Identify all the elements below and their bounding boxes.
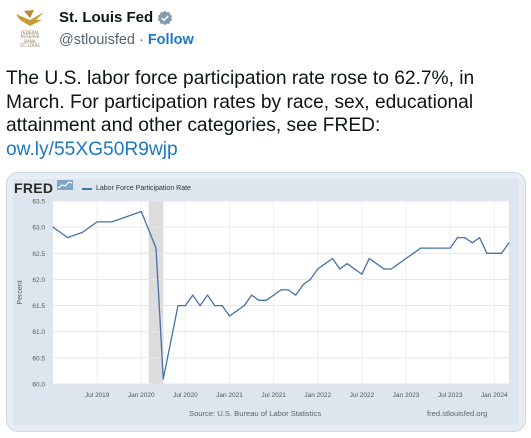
x-tick-label: Jan 2020 (128, 392, 155, 399)
data-point (427, 247, 429, 249)
data-point (199, 304, 201, 307)
x-tick-label: Jul 2019 (85, 392, 110, 399)
data-point (383, 268, 385, 270)
name-row: St. Louis Fed (59, 9, 173, 26)
data-point (155, 247, 157, 249)
data-point (192, 294, 194, 296)
x-tick-label: Jan 2023 (393, 392, 420, 399)
data-point (214, 304, 216, 307)
account-handle[interactable]: @stlouisfed (59, 32, 135, 48)
chart-site: fred.stlouisfed.org (427, 409, 488, 418)
y-tick-label: 60.0 (32, 382, 45, 389)
y-tick-label: 62.5 (32, 251, 45, 258)
data-point (280, 289, 282, 291)
data-point (471, 242, 473, 244)
data-point (273, 294, 275, 296)
data-point (177, 304, 179, 307)
data-point (508, 242, 510, 244)
data-point (295, 294, 297, 296)
x-tick-label: Jan 2021 (216, 392, 243, 399)
y-tick-label: 60.5 (32, 355, 45, 362)
plot-area (53, 201, 509, 384)
tweet-text: The U.S. labor force participation rate … (6, 68, 475, 136)
data-point (434, 247, 437, 249)
data-point (52, 226, 54, 228)
data-point (420, 247, 422, 249)
avatar-text: FEDERAL RESERVE BANK ST. LOUIS (20, 30, 40, 49)
chart-plot: 60.0 60.5 61.0 61.5 62.0 62.5 63.0 63.5 Jul 2019… (17, 199, 510, 399)
data-point (442, 247, 444, 249)
data-point (361, 273, 363, 275)
x-tick-label: Jul 2020 (173, 392, 198, 399)
data-point (405, 257, 407, 260)
eagle-logo-icon (16, 10, 44, 26)
data-point (368, 257, 370, 260)
data-point (449, 247, 451, 249)
x-tick-label: Jul 2023 (438, 392, 463, 399)
data-point (67, 237, 69, 239)
y-tick-label: 63.5 (32, 199, 45, 206)
data-point (140, 210, 142, 213)
chart-legend: Labor Force Participation Rate (82, 185, 191, 192)
y-tick-label: 62.0 (32, 277, 45, 284)
data-point (258, 299, 260, 301)
data-point (243, 304, 245, 307)
data-point (331, 257, 334, 260)
data-point (317, 268, 319, 270)
x-tick-label: Jul 2022 (350, 392, 375, 399)
x-tick-label: Jul 2021 (261, 392, 286, 399)
data-point (501, 252, 503, 254)
tweet-link[interactable]: ow.ly/55XG50R9wjp (6, 138, 178, 160)
data-point (464, 237, 466, 239)
data-point (346, 263, 348, 265)
fred-chart-card[interactable]: FRED Labor Force Participation Rate 60.0… (6, 172, 526, 432)
chart-source: Source: U.S. Bureau of Labor Statistics (189, 409, 322, 418)
x-tick-label: Jan 2024 (481, 392, 508, 399)
legend-swatch (82, 187, 92, 190)
data-point (206, 294, 209, 296)
legend-label: Labor Force Participation Rate (96, 185, 191, 192)
separator-dot: · (138, 32, 144, 48)
avatar[interactable]: FEDERAL RESERVE BANK ST. LOUIS (10, 8, 50, 54)
data-point (456, 237, 459, 239)
y-tick-label: 61.5 (32, 303, 45, 310)
data-point (162, 378, 164, 380)
data-point (493, 252, 495, 254)
tweet-body: The U.S. labor force participation rate … (6, 67, 521, 161)
data-point (486, 252, 488, 254)
data-point (478, 237, 481, 239)
data-point (390, 268, 392, 270)
y-axis-label: Percent (17, 280, 24, 304)
data-point (353, 268, 356, 270)
data-point (221, 304, 223, 307)
handle-row: @stlouisfed · Follow (59, 32, 194, 48)
y-tick-label: 63.0 (32, 225, 45, 232)
data-point (339, 268, 341, 270)
y-tick-label: 61.0 (32, 329, 45, 336)
account-name[interactable]: St. Louis Fed (59, 9, 154, 26)
data-point (228, 315, 231, 317)
data-point (287, 289, 289, 291)
data-point (125, 216, 128, 218)
fred-graph-icon (57, 180, 73, 190)
data-point (184, 304, 186, 307)
data-point (96, 221, 98, 223)
data-point (398, 263, 400, 265)
data-point (265, 299, 267, 301)
data-point (324, 263, 326, 265)
data-point (412, 252, 414, 254)
follow-button[interactable]: Follow (147, 32, 194, 48)
fred-logo: FRED (14, 180, 54, 196)
recession-shading (148, 201, 164, 384)
data-point (376, 263, 378, 265)
data-point (309, 278, 312, 281)
data-point (81, 231, 84, 233)
verified-badge-icon (158, 10, 173, 25)
data-point (236, 310, 238, 312)
data-point (302, 284, 304, 286)
tweet-header: FEDERAL RESERVE BANK ST. LOUIS St. Louis… (0, 0, 531, 62)
data-point (111, 221, 113, 223)
data-point (250, 294, 253, 296)
x-tick-label: Jan 2022 (304, 392, 331, 399)
